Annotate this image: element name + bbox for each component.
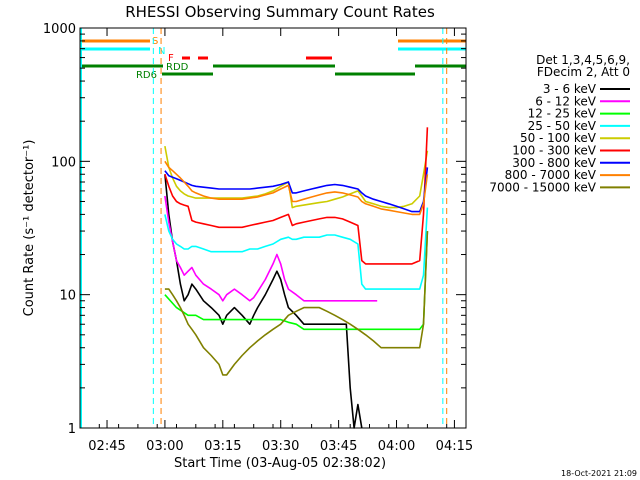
x-tick-label: 03:15: [204, 439, 241, 454]
legend: Det 1,3,4,5,6,9,FDecim 2, Att 0 3 - 6 keV…: [489, 53, 630, 194]
flag-label-rd6: RD6: [136, 70, 157, 81]
series-line-5: [164, 127, 429, 265]
series-line-6: [164, 167, 429, 213]
x-tick-label: 03:45: [320, 439, 357, 454]
legend-label: 25 - 50 keV: [528, 119, 597, 133]
y-tick-label: 100: [51, 155, 76, 170]
legend-header: Det 1,3,4,5,6,9,: [536, 53, 630, 67]
flag-label-s: S: [152, 36, 158, 47]
legend-label: 100 - 300 keV: [512, 144, 596, 158]
x-tick-label: 04:00: [378, 439, 415, 454]
series-line-4: [164, 145, 429, 209]
legend-label: 800 - 7000 keV: [505, 168, 597, 182]
legend-label: 12 - 25 keV: [528, 107, 597, 121]
flag-label-rdd: RDD: [166, 62, 189, 73]
y-tick-label: 1: [68, 422, 76, 437]
legend-label: 300 - 800 keV: [512, 156, 596, 170]
y-axis-ticks: 1 10 100 1000: [43, 22, 466, 437]
legend-label: 3 - 6 keV: [543, 82, 597, 96]
legend-label: 6 - 12 keV: [535, 94, 597, 108]
plot-frame: [79, 27, 467, 429]
flag-label-n: N: [158, 46, 165, 57]
x-tick-label: 02:45: [88, 439, 125, 454]
x-axis-ticks: 02:45 03:00 03:15 03:30 03:45 04:00 04:15: [88, 28, 473, 454]
series-line-2: [164, 231, 429, 331]
legend-label: 50 - 100 keV: [520, 131, 597, 145]
chart-title: RHESSI Observing Summary Count Rates: [125, 3, 435, 21]
legend-label: 7000 - 15000 keV: [489, 180, 596, 194]
y-axis-label: Count Rate (s⁻¹ detector⁻¹): [22, 140, 37, 317]
series-line-1: [164, 195, 378, 302]
flag-label-f: F: [168, 53, 174, 64]
x-tick-label: 03:30: [262, 439, 299, 454]
vertical-markers: [80, 28, 448, 428]
y-tick-label: 1000: [43, 22, 76, 37]
x-axis-label: Start Time (03-Aug-05 02:38:02): [174, 456, 386, 471]
x-tick-label: 03:00: [146, 439, 183, 454]
series-line-7: [164, 160, 429, 216]
legend-header: FDecim 2, Att 0: [537, 65, 630, 79]
timestamp-footer: 18-Oct-2021 21:09: [561, 469, 637, 478]
series-line-8: [164, 231, 429, 376]
x-tick-label: 04:15: [436, 439, 473, 454]
y-tick-label: 10: [59, 289, 76, 304]
series-lines: [164, 127, 429, 429]
series-line-3: [164, 207, 429, 290]
series-line-0: [164, 174, 363, 429]
